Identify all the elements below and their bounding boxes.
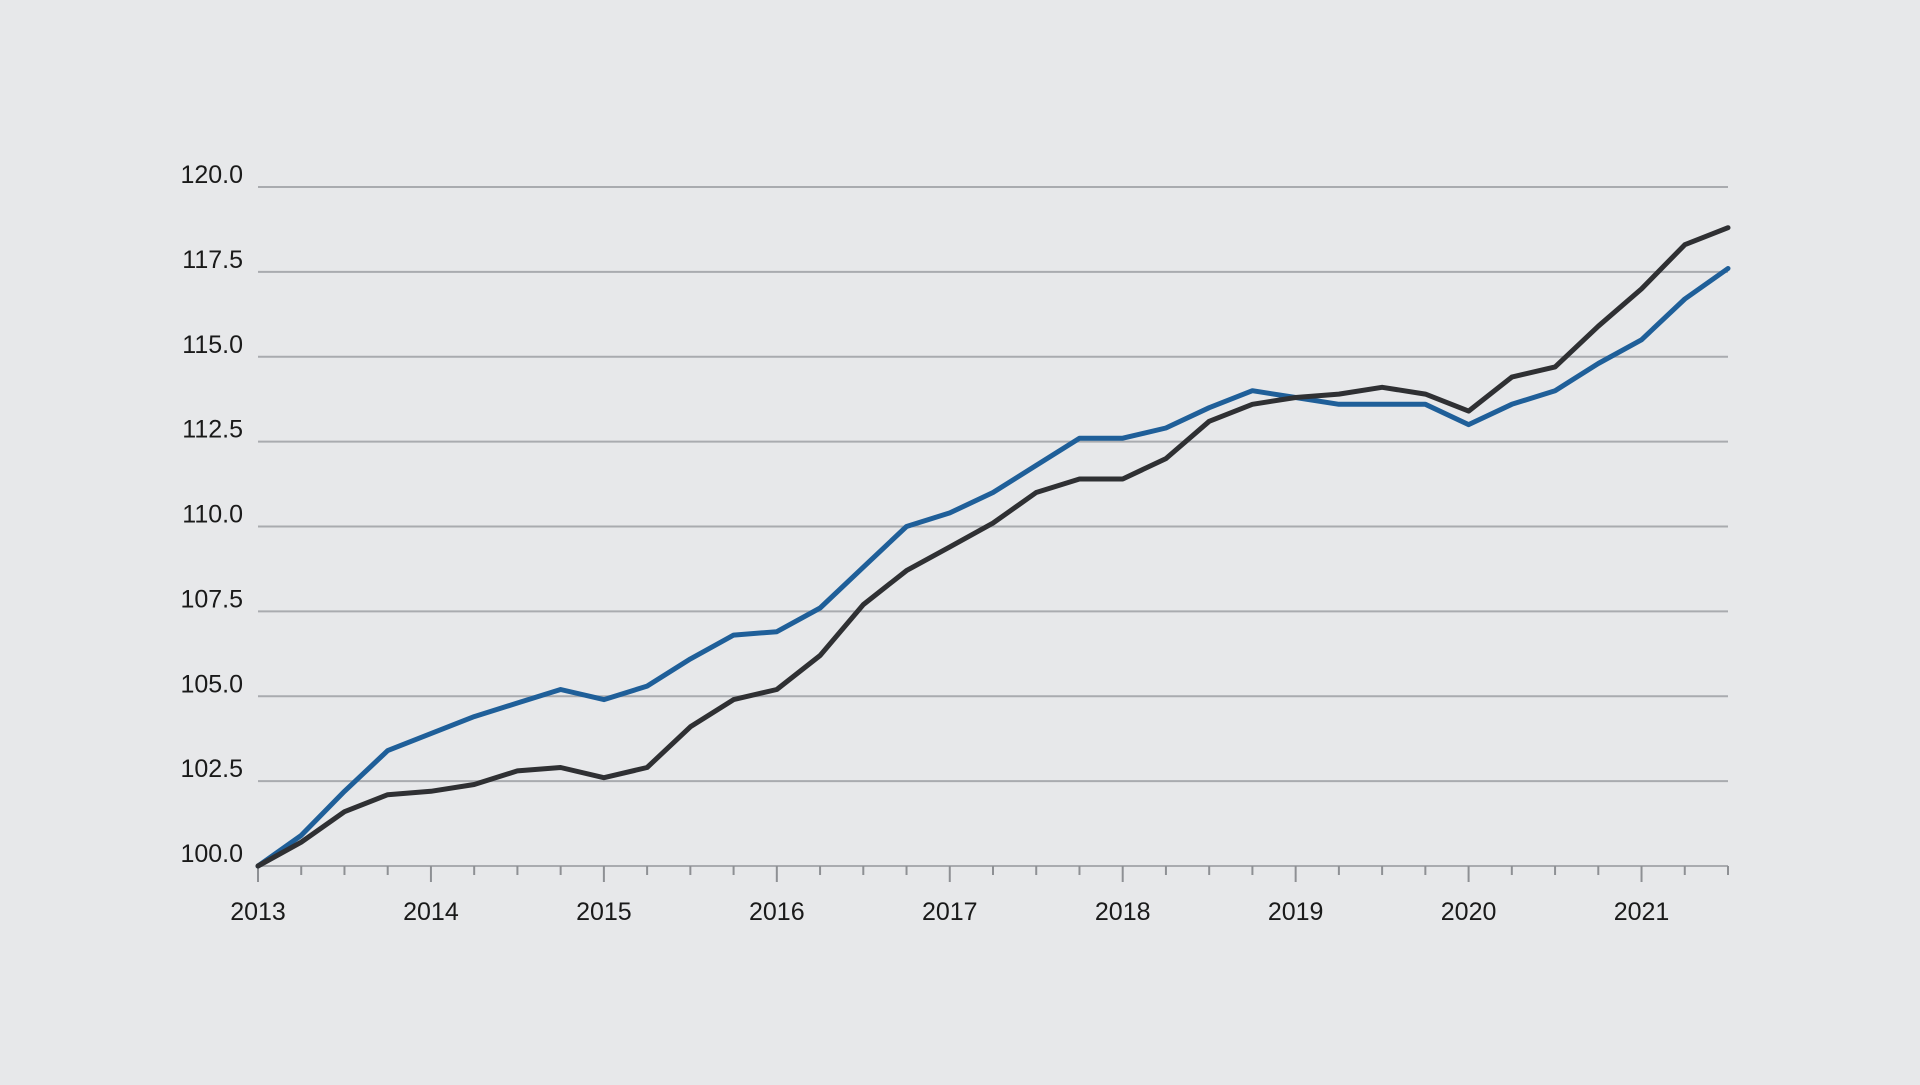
x-tick-label: 2013 — [230, 898, 286, 926]
y-tick-label: 120.0 — [180, 161, 243, 189]
y-tick-label: 110.0 — [182, 501, 243, 529]
x-tick-label: 2016 — [749, 898, 805, 926]
y-tick-label: 115.0 — [182, 331, 243, 359]
x-tick-label: 2018 — [1095, 898, 1151, 926]
y-tick-label: 105.0 — [180, 670, 243, 698]
x-tick-label: 2020 — [1441, 898, 1497, 926]
y-tick-label: 102.5 — [180, 755, 243, 783]
y-tick-label: 117.5 — [182, 246, 243, 274]
y-tick-label: 100.0 — [180, 840, 243, 868]
y-tick-label: 107.5 — [180, 585, 243, 613]
grid-layer — [258, 186, 1728, 783]
x-tick-label: 2017 — [922, 898, 978, 926]
label-layer: 100.0 102.5 105.0 107.5 110.0 112.5 115.0 117.5… — [180, 161, 1669, 926]
series-line-1 — [255, 266, 1731, 869]
axis-layer — [257, 865, 1729, 882]
y-tick-label: 112.5 — [182, 416, 243, 444]
series-line-2 — [255, 225, 1731, 869]
x-tick-label: 2021 — [1614, 898, 1670, 926]
x-tick-label: 2015 — [576, 898, 632, 926]
series-layer — [255, 225, 1731, 869]
x-tick-label: 2019 — [1268, 898, 1324, 926]
x-tick-label: 2014 — [403, 898, 459, 926]
